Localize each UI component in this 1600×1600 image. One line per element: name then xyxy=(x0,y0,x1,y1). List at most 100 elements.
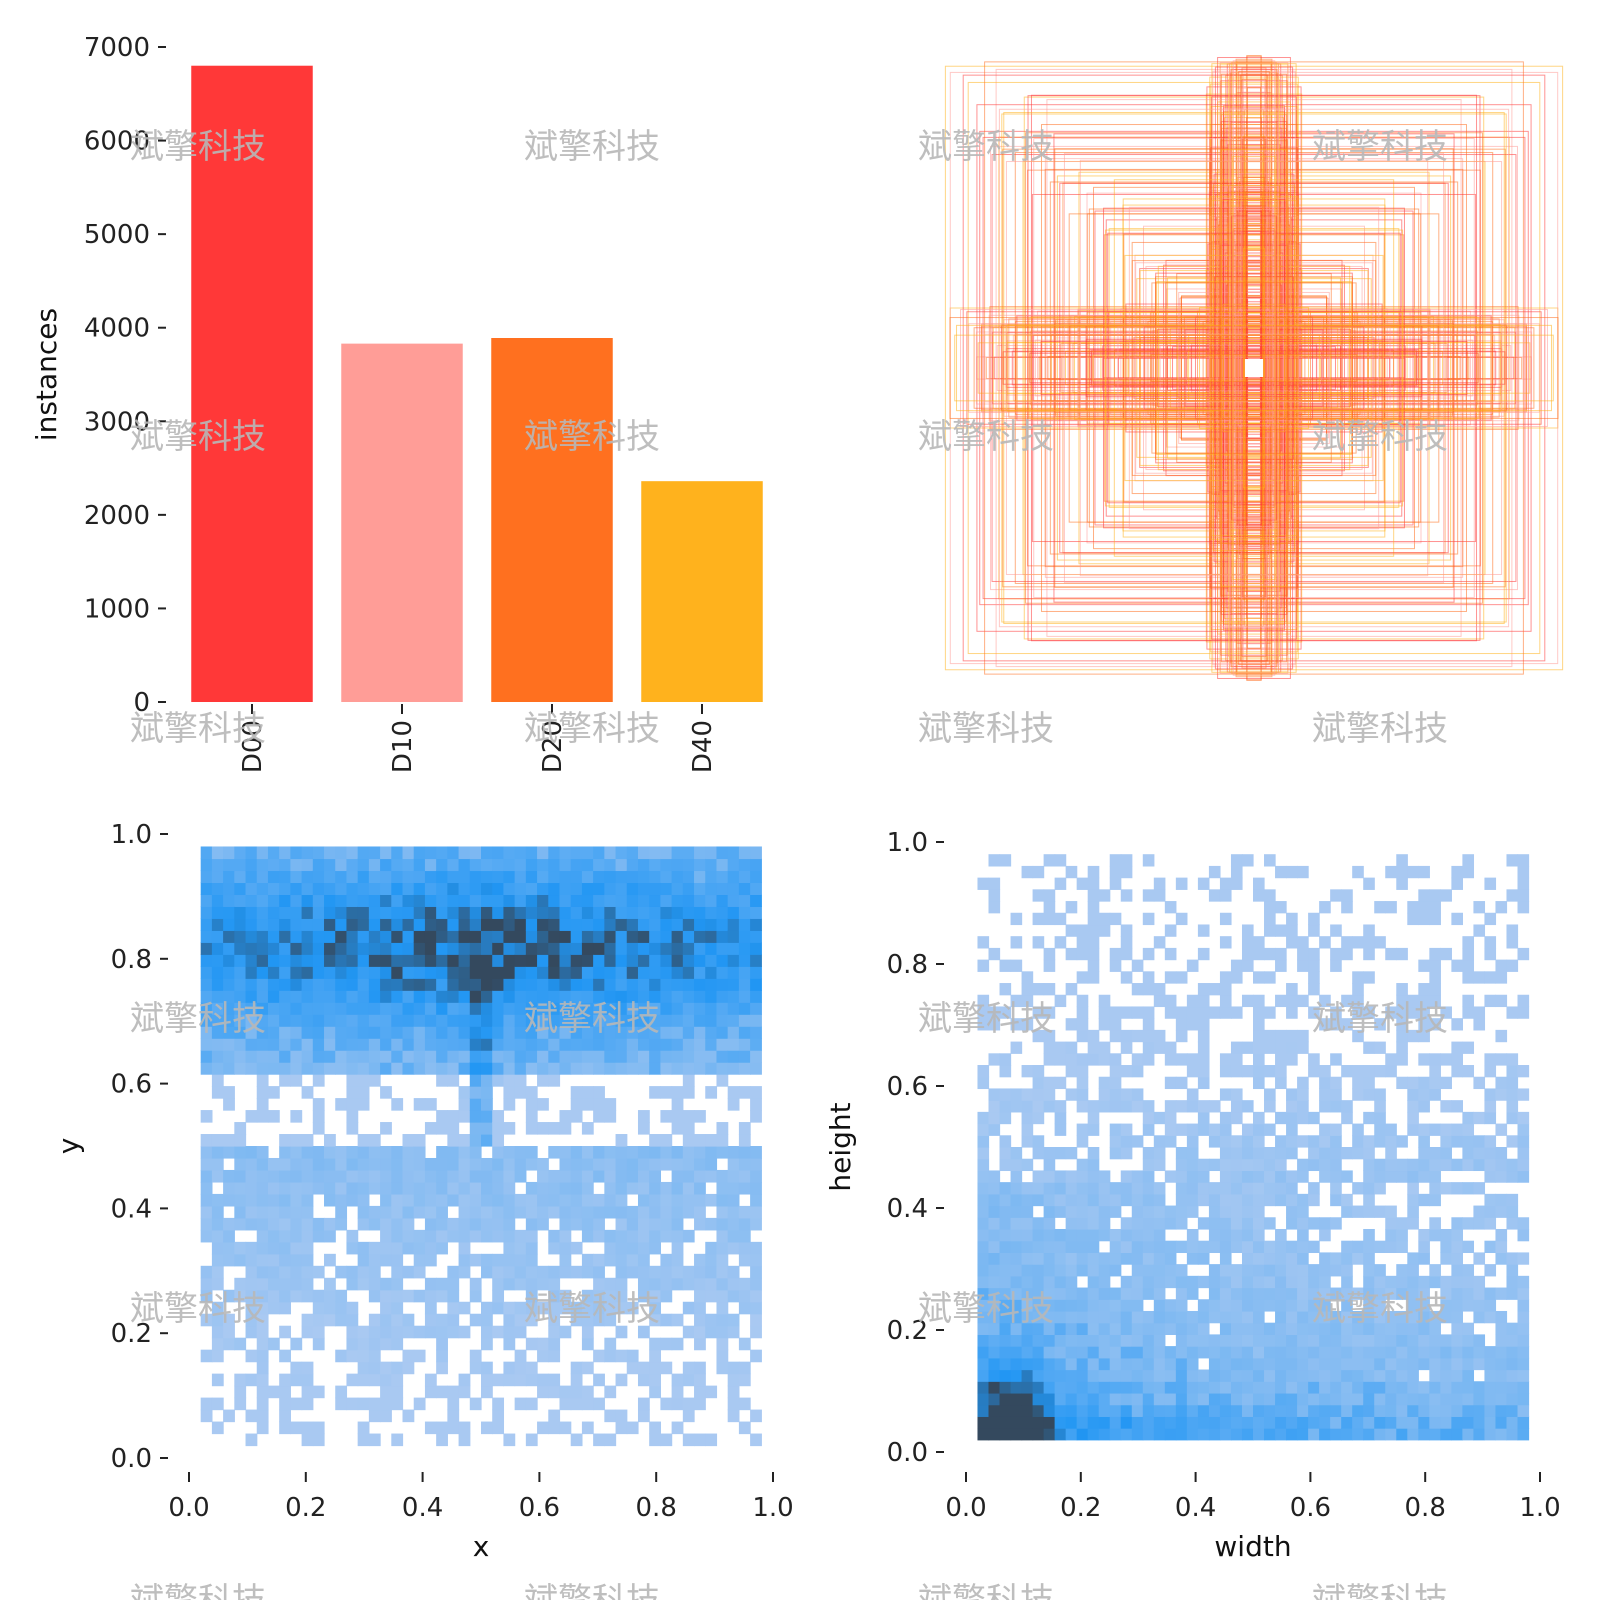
heat-cell xyxy=(481,966,493,979)
heat-cell xyxy=(1319,1076,1331,1090)
heat-cell xyxy=(1219,1346,1232,1359)
heat-cell xyxy=(1264,1299,1276,1312)
heat-cell xyxy=(1418,1416,1430,1429)
heat-cell xyxy=(1341,1275,1353,1289)
heat-cell xyxy=(1264,901,1276,914)
heat-cell xyxy=(1010,1147,1023,1160)
heat-cell xyxy=(559,1169,572,1183)
heat-cell xyxy=(604,1229,617,1243)
heat-cell xyxy=(694,978,706,991)
heat-cell xyxy=(637,1229,650,1243)
heat-cell xyxy=(481,1193,493,1207)
heat-cell xyxy=(200,1181,213,1195)
heat-cell xyxy=(1076,1310,1089,1324)
heat-cell xyxy=(357,1373,370,1387)
heat-cell xyxy=(492,1181,505,1195)
heat-cell xyxy=(1352,1369,1364,1382)
heat-cell xyxy=(447,1421,460,1435)
heat-cell xyxy=(738,978,751,991)
heat-cell xyxy=(1043,912,1056,926)
heat-cell xyxy=(200,1157,213,1171)
heat-cell xyxy=(1451,1252,1463,1265)
heat-cell xyxy=(604,1241,617,1255)
heat-cell xyxy=(548,1002,561,1015)
heat-cell xyxy=(671,1241,684,1255)
xy-heatmap: 0.0 0.2 0.4 0.6 0.8 1.00.00.20.40.60.81.0xy xyxy=(52,820,794,1563)
heat-cell xyxy=(1451,1264,1463,1277)
heat-cell xyxy=(1264,1334,1276,1347)
watermark-text: 斌擎科技 xyxy=(130,1289,266,1329)
heat-cell xyxy=(1043,889,1056,902)
heat-cell xyxy=(1275,1158,1287,1172)
heat-cell xyxy=(391,978,404,991)
heat-cell xyxy=(1087,1252,1100,1265)
label-box xyxy=(1208,259,1300,477)
heat-cell xyxy=(312,870,325,884)
heat-cell xyxy=(391,882,404,896)
heat-cell xyxy=(1076,1100,1089,1113)
heat-cell xyxy=(1208,1240,1221,1254)
heat-cell xyxy=(279,894,291,907)
heat-cell xyxy=(1407,1287,1419,1300)
heat-cell xyxy=(380,906,392,919)
heat-cell xyxy=(279,846,291,860)
heat-cell xyxy=(503,1002,516,1015)
heat-cell xyxy=(1319,1018,1331,1031)
heat-cell xyxy=(1131,1428,1144,1441)
heat-cell xyxy=(1054,1111,1067,1125)
label-box xyxy=(1139,270,1369,466)
heat-cell xyxy=(245,882,258,896)
heat-cell xyxy=(1164,1252,1177,1265)
heat-cell xyxy=(548,1181,561,1195)
heat-cell xyxy=(548,1373,561,1387)
heat-cell xyxy=(988,1299,1001,1312)
heat-cell xyxy=(649,906,662,919)
heat-cell xyxy=(671,1122,684,1135)
heat-cell xyxy=(537,1074,549,1087)
heat-cell xyxy=(290,1169,303,1183)
heat-cell xyxy=(1418,1135,1430,1148)
heat-cell xyxy=(604,966,617,979)
heat-cell xyxy=(1473,1310,1486,1324)
heat-cell xyxy=(1197,1182,1210,1195)
heat-cell xyxy=(368,1409,381,1423)
heat-cell xyxy=(537,1157,549,1171)
heat-cell xyxy=(413,918,426,931)
heat-cell xyxy=(988,889,1001,902)
heat-cell xyxy=(469,1361,482,1375)
heat-cell xyxy=(1451,1018,1463,1031)
heat-cell xyxy=(1352,1205,1364,1218)
heat-cell xyxy=(1484,1369,1497,1382)
heat-cell xyxy=(727,1157,740,1171)
heat-cell xyxy=(1297,1275,1309,1289)
heat-cell xyxy=(660,1038,673,1051)
heat-cell xyxy=(593,1038,605,1051)
heat-cell xyxy=(1186,1357,1199,1371)
heat-cell xyxy=(1065,1252,1078,1265)
heat-cell xyxy=(211,1325,224,1339)
heat-cell xyxy=(1142,1029,1155,1043)
heat-cell xyxy=(649,1217,662,1231)
label-box xyxy=(1238,181,1270,555)
heat-cell xyxy=(267,1229,280,1243)
heat-cell xyxy=(391,1217,404,1231)
heat-cell xyxy=(1120,1392,1133,1406)
heat-cell xyxy=(1451,1123,1463,1136)
heat-cell xyxy=(559,1229,572,1243)
heat-cell xyxy=(1462,1287,1475,1300)
heat-cell xyxy=(413,990,426,1003)
heat-cell xyxy=(570,1038,583,1051)
heat-cell xyxy=(570,1050,583,1063)
heat-cell xyxy=(1363,1111,1375,1125)
heat-cell xyxy=(256,1409,269,1423)
heat-cell xyxy=(503,1146,516,1159)
heat-cell xyxy=(727,1325,740,1339)
heat-cell xyxy=(727,1062,740,1075)
heat-cell xyxy=(503,942,516,955)
heat-cell xyxy=(1297,1252,1309,1265)
heat-cell xyxy=(649,1157,662,1171)
heat-cell xyxy=(1396,854,1408,867)
heat-cell xyxy=(1462,1041,1475,1054)
heat-cell xyxy=(1076,1053,1089,1066)
